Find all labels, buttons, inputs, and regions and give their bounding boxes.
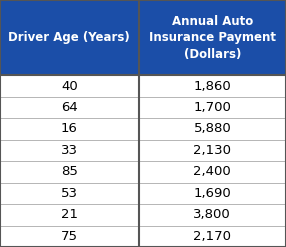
Bar — [0, 183, 139, 204]
Bar — [0, 0, 139, 75]
Text: 40: 40 — [61, 80, 78, 93]
Text: 2,400: 2,400 — [194, 165, 231, 178]
Bar — [139, 0, 286, 75]
Bar — [0, 204, 139, 226]
Text: 3,800: 3,800 — [194, 208, 231, 221]
Text: 53: 53 — [61, 187, 78, 200]
Bar — [139, 97, 286, 118]
Bar — [139, 226, 286, 247]
Text: 2,130: 2,130 — [193, 144, 231, 157]
Text: 1,860: 1,860 — [194, 80, 231, 93]
Bar — [0, 161, 139, 183]
Text: 75: 75 — [61, 230, 78, 243]
Text: 1,690: 1,690 — [194, 187, 231, 200]
Text: 1,700: 1,700 — [193, 101, 231, 114]
Bar — [139, 204, 286, 226]
Text: Annual Auto
Insurance Payment
(Dollars): Annual Auto Insurance Payment (Dollars) — [149, 15, 276, 61]
Bar — [139, 118, 286, 140]
Bar — [0, 118, 139, 140]
Bar — [0, 226, 139, 247]
Text: Driver Age (Years): Driver Age (Years) — [9, 31, 130, 44]
Text: 16: 16 — [61, 123, 78, 136]
Bar — [139, 183, 286, 204]
Text: 2,170: 2,170 — [193, 230, 231, 243]
Text: 21: 21 — [61, 208, 78, 221]
Text: 85: 85 — [61, 165, 78, 178]
Text: 64: 64 — [61, 101, 78, 114]
Bar — [139, 75, 286, 97]
Bar — [139, 161, 286, 183]
Bar — [139, 140, 286, 161]
Bar — [0, 75, 139, 97]
Bar — [0, 97, 139, 118]
Text: 5,880: 5,880 — [194, 123, 231, 136]
Text: 33: 33 — [61, 144, 78, 157]
Bar — [0, 140, 139, 161]
